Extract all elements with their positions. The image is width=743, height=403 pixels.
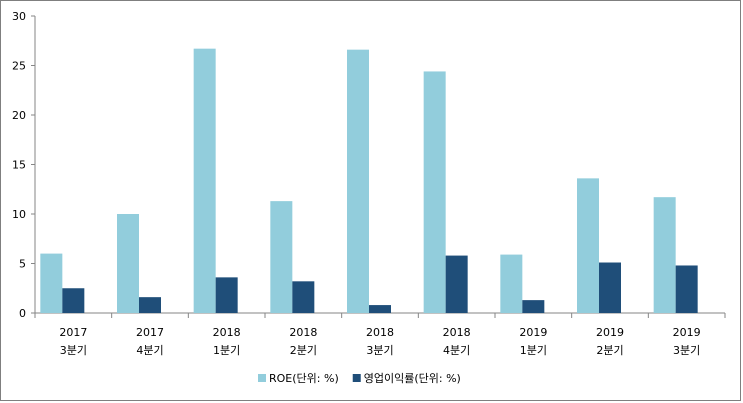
bar-operating-margin <box>215 277 238 313</box>
x-tick-label-year: 2019 <box>673 326 701 339</box>
x-tick-label-quarter: 1분기 <box>520 344 547 357</box>
y-tick-label: 0 <box>19 307 26 320</box>
bar-roe <box>577 178 599 313</box>
bar-roe <box>270 201 293 313</box>
x-tick-label-quarter: 2분기 <box>596 344 623 357</box>
bar-operating-margin <box>522 300 545 313</box>
legend-swatch-roe <box>258 374 266 382</box>
bar-operating-margin <box>139 297 161 313</box>
x-tick-label-quarter: 3분기 <box>673 344 700 357</box>
y-tick-label: 10 <box>12 208 26 221</box>
bar-roe <box>423 71 446 313</box>
x-tick-label-quarter: 2분기 <box>290 344 317 357</box>
bar-roe <box>40 253 63 313</box>
bar-roe <box>117 214 139 313</box>
y-tick-label: 5 <box>19 258 26 271</box>
bar-roe <box>653 197 676 313</box>
x-tick-label-year: 2017 <box>59 326 87 339</box>
x-tick-label-year: 2019 <box>519 326 547 339</box>
x-tick-label-year: 2017 <box>136 326 164 339</box>
y-tick-label: 30 <box>12 10 26 23</box>
legend-label-roe: ROE(단위: %) <box>269 372 339 385</box>
bar-operating-margin <box>292 281 315 313</box>
x-tick-label-quarter: 4분기 <box>443 344 470 357</box>
bar-operating-margin <box>369 305 391 313</box>
plot-area: 0 5 10 15 20 25 30 2017 3분기 2017 4분기 2018 1분기 2018 2분기… <box>12 10 726 357</box>
legend: ROE(단위: %) 영업이익률(단위: %) <box>258 372 461 385</box>
x-tick-label-year: 2019 <box>596 326 624 339</box>
bar-roe <box>500 254 523 313</box>
bar-roe <box>193 48 216 314</box>
x-tick-label-year: 2018 <box>213 326 241 339</box>
bar-operating-margin <box>675 265 698 313</box>
x-tick-label-quarter: 4분기 <box>136 344 163 357</box>
legend-label-operating-margin: 영업이익률(단위: %) <box>364 372 461 385</box>
x-tick-label-year: 2018 <box>289 326 317 339</box>
x-tick-label-quarter: 3분기 <box>60 344 87 357</box>
x-tick-label-year: 2018 <box>366 326 394 339</box>
bar-operating-margin <box>445 255 468 313</box>
bar-roe <box>347 49 369 313</box>
x-tick-label-quarter: 1분기 <box>213 344 240 357</box>
y-tick-label: 25 <box>12 60 26 73</box>
x-tick-label-year: 2018 <box>443 326 471 339</box>
bar-operating-margin <box>599 262 621 313</box>
y-tick-label: 20 <box>12 109 26 122</box>
y-tick-label: 15 <box>12 159 26 172</box>
x-tick-label-quarter: 3분기 <box>366 344 393 357</box>
bar-operating-margin <box>62 288 85 313</box>
legend-swatch-operating-margin <box>352 374 361 382</box>
